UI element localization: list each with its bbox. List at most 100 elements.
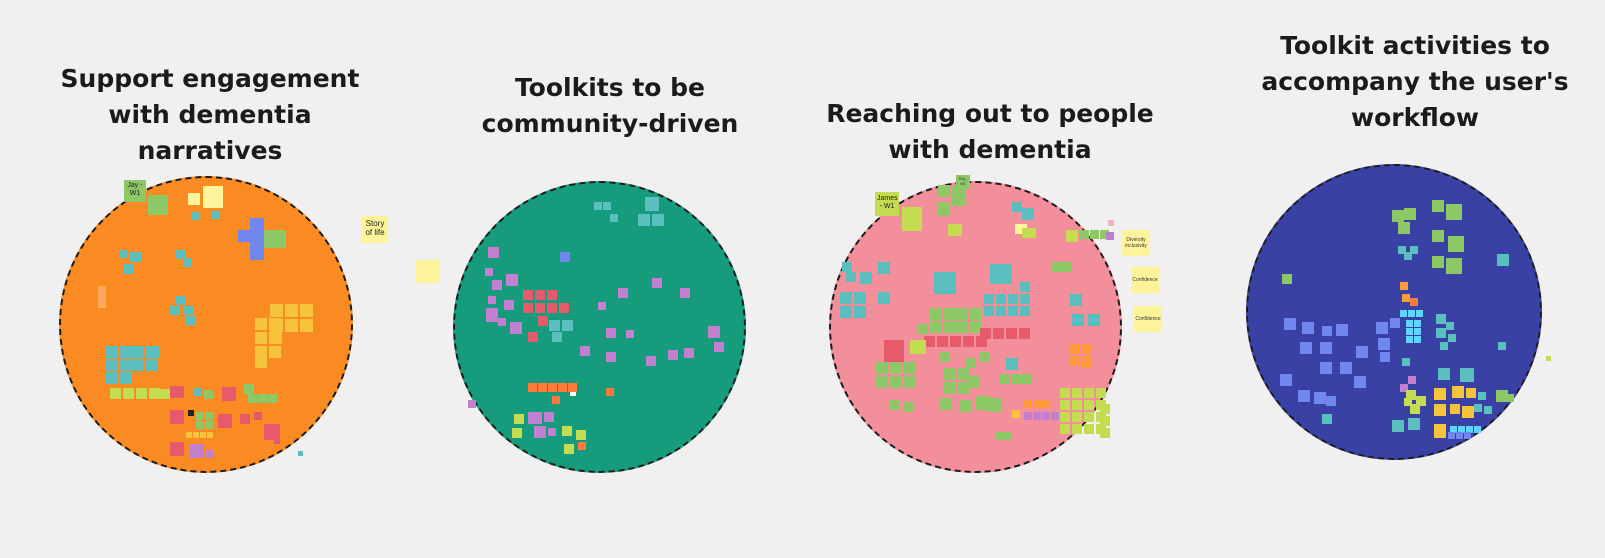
sticky-note[interactable] bbox=[1298, 390, 1310, 402]
sticky-note[interactable] bbox=[714, 342, 724, 352]
sticky-note[interactable] bbox=[1498, 342, 1506, 350]
sticky-note[interactable] bbox=[264, 230, 286, 248]
sticky-note[interactable] bbox=[1033, 400, 1041, 408]
sticky-note[interactable] bbox=[148, 195, 168, 215]
sticky-note[interactable] bbox=[943, 321, 955, 333]
sticky-note[interactable] bbox=[1284, 318, 1296, 330]
sticky-note[interactable] bbox=[1392, 210, 1404, 222]
sticky-note[interactable] bbox=[270, 304, 283, 317]
sticky-note[interactable] bbox=[148, 346, 160, 358]
sticky-note[interactable] bbox=[1024, 412, 1032, 420]
sticky-note[interactable] bbox=[1416, 310, 1423, 317]
sticky-note[interactable] bbox=[269, 346, 281, 358]
sticky-note[interactable] bbox=[1410, 298, 1418, 306]
sticky-note[interactable] bbox=[132, 359, 144, 371]
sticky-note[interactable] bbox=[976, 336, 987, 347]
sticky-note[interactable] bbox=[1410, 246, 1418, 254]
sticky-note[interactable] bbox=[510, 322, 522, 334]
sticky-note[interactable] bbox=[1464, 432, 1471, 439]
sticky-note[interactable] bbox=[1400, 310, 1407, 317]
sticky-note[interactable] bbox=[559, 303, 569, 313]
sticky-note[interactable] bbox=[218, 414, 232, 428]
sticky-note[interactable] bbox=[1060, 388, 1070, 398]
sticky-note[interactable] bbox=[993, 328, 1004, 339]
sticky-note[interactable] bbox=[910, 340, 926, 354]
sticky-note[interactable] bbox=[1022, 208, 1034, 220]
sticky-note[interactable] bbox=[996, 306, 1006, 316]
sticky-note[interactable] bbox=[506, 274, 518, 286]
sticky-note[interactable] bbox=[196, 412, 204, 420]
sticky-note[interactable] bbox=[638, 214, 650, 226]
sticky-note[interactable] bbox=[1100, 416, 1110, 426]
sticky-note[interactable] bbox=[1466, 388, 1476, 398]
sticky-note[interactable] bbox=[254, 412, 262, 420]
sticky-note[interactable] bbox=[878, 292, 890, 304]
sticky-note[interactable] bbox=[255, 332, 267, 344]
sticky-note[interactable] bbox=[535, 290, 545, 300]
sticky-note[interactable] bbox=[1322, 326, 1332, 336]
sticky-note[interactable] bbox=[606, 352, 616, 362]
sticky-note[interactable] bbox=[190, 444, 204, 458]
sticky-note[interactable] bbox=[270, 332, 282, 344]
sticky-note[interactable] bbox=[176, 296, 185, 305]
sticky-note-confidence-1[interactable]: Confidence bbox=[1131, 267, 1159, 293]
sticky-note[interactable] bbox=[1484, 406, 1492, 414]
sticky-note[interactable] bbox=[1019, 328, 1030, 339]
sticky-note[interactable] bbox=[876, 362, 888, 374]
sticky-note[interactable] bbox=[1474, 426, 1481, 433]
sticky-note[interactable] bbox=[1072, 388, 1082, 398]
sticky-note[interactable] bbox=[854, 292, 866, 304]
sticky-note[interactable] bbox=[618, 288, 628, 298]
sticky-note[interactable] bbox=[535, 303, 545, 313]
sticky-note[interactable] bbox=[1084, 412, 1094, 422]
sticky-note[interactable] bbox=[1450, 426, 1457, 433]
sticky-note[interactable] bbox=[580, 346, 590, 356]
sticky-note[interactable] bbox=[1406, 390, 1416, 400]
sticky-note[interactable] bbox=[1052, 262, 1072, 272]
sticky-note[interactable] bbox=[904, 362, 916, 374]
sticky-note[interactable] bbox=[1460, 368, 1474, 382]
sticky-note[interactable] bbox=[1450, 404, 1460, 414]
sticky-note-jay[interactable]: Jay - W1 bbox=[124, 180, 146, 202]
sticky-note[interactable] bbox=[570, 392, 576, 396]
sticky-note[interactable] bbox=[1404, 398, 1412, 406]
sticky-note[interactable] bbox=[1072, 400, 1082, 410]
sticky-note[interactable] bbox=[948, 224, 962, 236]
sticky-note[interactable] bbox=[1070, 356, 1080, 366]
sticky-note[interactable] bbox=[193, 432, 199, 438]
sticky-note[interactable] bbox=[1020, 306, 1030, 316]
sticky-note[interactable] bbox=[106, 359, 118, 371]
sticky-note[interactable] bbox=[598, 302, 606, 310]
sticky-note[interactable] bbox=[1446, 204, 1462, 220]
sticky-note[interactable] bbox=[1496, 390, 1508, 402]
sticky-note[interactable] bbox=[1084, 424, 1094, 434]
sticky-note[interactable] bbox=[1392, 420, 1404, 432]
sticky-note[interactable] bbox=[98, 286, 106, 308]
sticky-note[interactable] bbox=[840, 306, 852, 318]
sticky-note[interactable] bbox=[652, 214, 664, 226]
sticky-note[interactable] bbox=[119, 346, 131, 358]
sticky-note[interactable] bbox=[1446, 258, 1462, 274]
sticky-note[interactable] bbox=[842, 262, 852, 272]
sticky-note[interactable] bbox=[547, 303, 557, 313]
sticky-note[interactable] bbox=[1280, 374, 1292, 386]
sticky-note[interactable] bbox=[1406, 328, 1413, 335]
sticky-note[interactable] bbox=[552, 332, 562, 342]
sticky-note[interactable] bbox=[285, 319, 298, 332]
sticky-note[interactable] bbox=[1458, 426, 1465, 433]
sticky-note[interactable] bbox=[940, 398, 952, 410]
sticky-note[interactable] bbox=[576, 430, 586, 440]
sticky-note[interactable] bbox=[1440, 342, 1448, 350]
sticky-note[interactable] bbox=[207, 432, 213, 438]
sticky-note[interactable] bbox=[300, 319, 313, 332]
cluster-circle-green[interactable] bbox=[453, 181, 746, 473]
sticky-note[interactable] bbox=[1448, 236, 1464, 252]
sticky-note[interactable] bbox=[205, 412, 213, 420]
sticky-note[interactable] bbox=[1022, 374, 1032, 384]
sticky-note[interactable] bbox=[902, 207, 922, 231]
sticky-note[interactable] bbox=[415, 260, 440, 283]
sticky-note[interactable] bbox=[188, 410, 194, 416]
sticky-note[interactable] bbox=[468, 400, 476, 408]
sticky-note[interactable] bbox=[1404, 252, 1412, 260]
sticky-note[interactable] bbox=[890, 376, 902, 388]
